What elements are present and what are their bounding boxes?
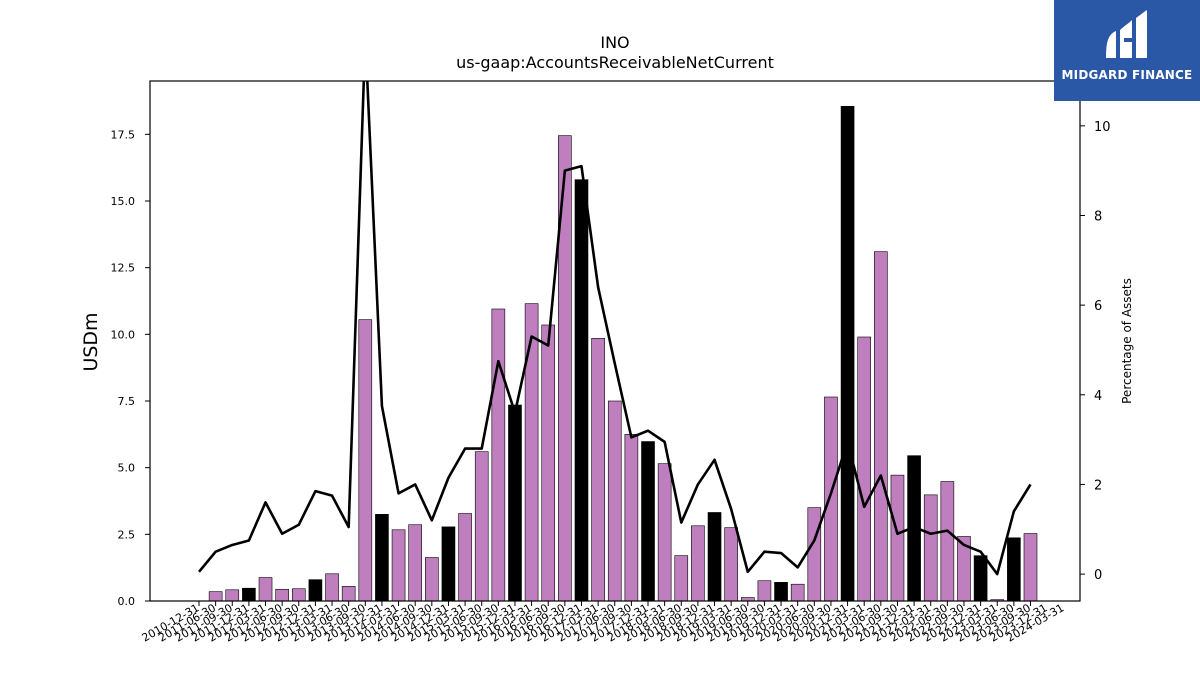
bar xyxy=(458,513,472,602)
logo-text: MIDGARD FINANCE xyxy=(1061,68,1193,82)
y2-tick-label: 2 xyxy=(1094,478,1102,493)
bar xyxy=(291,588,306,602)
bar xyxy=(491,308,506,602)
bar xyxy=(790,583,805,602)
bar xyxy=(674,555,689,602)
bar xyxy=(375,514,389,602)
bar xyxy=(807,507,822,602)
bar xyxy=(391,529,406,602)
bar xyxy=(707,512,722,602)
bar xyxy=(508,404,522,602)
bar xyxy=(275,588,289,602)
bar xyxy=(441,526,456,602)
bar xyxy=(624,434,639,602)
bar xyxy=(591,338,605,602)
bar xyxy=(341,586,356,602)
bar xyxy=(874,251,888,602)
y2-tick-label: 6 xyxy=(1094,299,1102,314)
bar xyxy=(890,474,905,602)
bar xyxy=(657,463,672,602)
bar xyxy=(973,555,988,602)
bar xyxy=(923,494,938,602)
bars-layer xyxy=(208,106,1038,602)
bar xyxy=(358,319,373,602)
y-tick-label: 17.5 xyxy=(111,128,136,141)
y2-tick-label: 10 xyxy=(1094,120,1111,135)
bar xyxy=(774,582,788,602)
bar xyxy=(824,396,838,602)
y-axis-label: USDm xyxy=(80,312,102,371)
bar xyxy=(857,336,872,602)
bar xyxy=(724,527,738,602)
bar xyxy=(757,580,772,602)
bar xyxy=(225,589,240,602)
y-tick-label: 0.0 xyxy=(118,595,136,608)
x-axis: 2010-12-312011-06-302011-09-302011-12-31… xyxy=(140,601,1066,645)
chart-subtitle: us-gaap:AccountsReceivableNetCurrent xyxy=(456,53,774,72)
y-tick-label: 5.0 xyxy=(118,462,136,475)
bar xyxy=(574,179,589,602)
line-layer xyxy=(197,81,1032,576)
y-axis-right: 0 2 4 6 8 10 xyxy=(1080,120,1111,583)
y-tick-label: 12.5 xyxy=(111,262,136,275)
y-tick-label: 7.5 xyxy=(118,395,136,408)
bar xyxy=(1023,533,1038,602)
y2-tick-label: 4 xyxy=(1094,389,1102,404)
bar xyxy=(208,591,223,602)
bar xyxy=(325,573,339,602)
bar xyxy=(474,451,489,602)
bar xyxy=(1007,537,1021,602)
bar xyxy=(308,579,323,602)
bar xyxy=(408,524,422,602)
chart-title: INO xyxy=(600,33,629,52)
bar xyxy=(425,557,439,602)
bar xyxy=(524,303,539,602)
bar xyxy=(541,324,556,602)
bar xyxy=(940,481,955,602)
brand-logo: MIDGARD FINANCE xyxy=(1054,0,1200,101)
bar xyxy=(691,525,705,602)
y-tick-label: 10.0 xyxy=(111,328,136,341)
y2-tick-label: 8 xyxy=(1094,209,1102,224)
bar xyxy=(242,587,256,602)
bar xyxy=(607,400,622,602)
logo-mark-icon xyxy=(1106,10,1147,58)
bar xyxy=(641,441,655,602)
percentage-line xyxy=(197,81,1032,576)
y-tick-label: 2.5 xyxy=(118,528,136,541)
y2-axis-label: Percentage of Assets xyxy=(1120,278,1134,404)
y-tick-label: 15.0 xyxy=(111,195,136,208)
y-axis-left: 0.0 2.5 5.0 7.5 10.0 12.5 15.0 17.5 xyxy=(111,128,150,608)
bar xyxy=(258,577,273,602)
bar xyxy=(840,106,855,602)
y2-tick-label: 0 xyxy=(1094,568,1102,583)
